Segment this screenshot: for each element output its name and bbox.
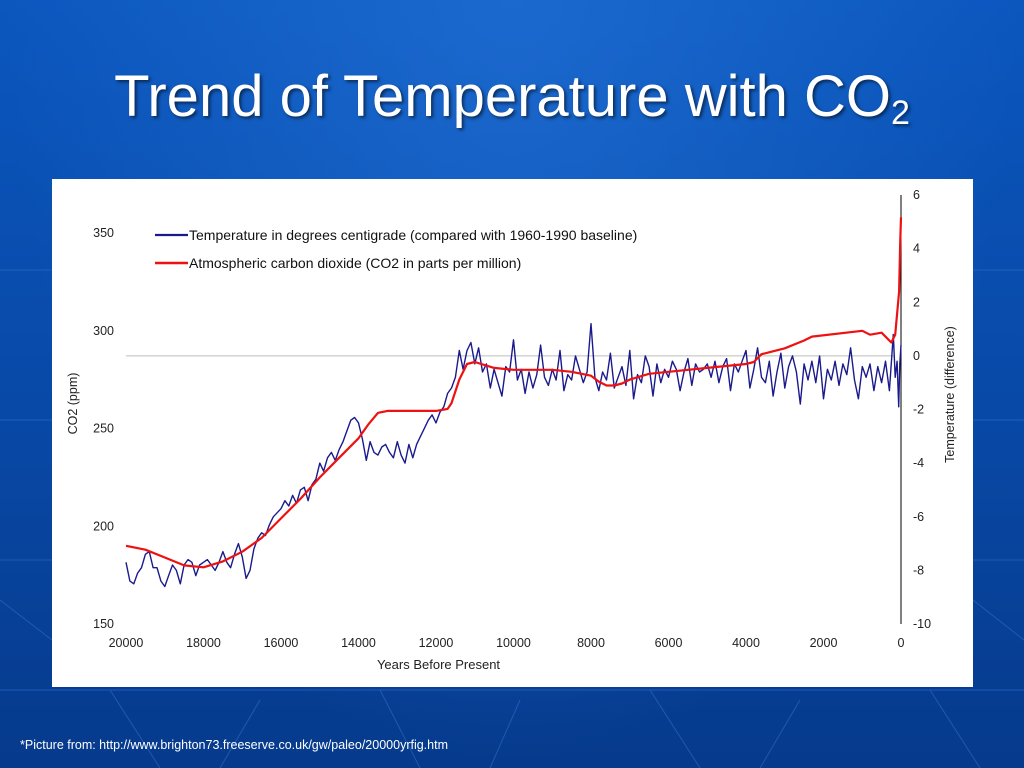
slide-title-text: Trend of Temperature with CO <box>114 64 891 129</box>
x-tick-label: 10000 <box>496 636 531 650</box>
y-right-axis-title: Temperature (difference) <box>943 326 957 463</box>
y-left-tick-label: 300 <box>93 324 114 338</box>
x-tick-label: 20000 <box>109 636 144 650</box>
legend-label: Temperature in degrees centigrade (compa… <box>189 227 637 243</box>
y-right-tick-label: 2 <box>913 295 920 309</box>
x-tick-label: 4000 <box>732 636 760 650</box>
y-left-tick-label: 350 <box>93 226 114 240</box>
y-right-tick-label: 4 <box>913 242 920 256</box>
y-right-tick-label: -10 <box>913 617 931 631</box>
co2-series-line <box>125 217 903 569</box>
x-tick-label: 6000 <box>655 636 683 650</box>
y-left-tick-label: 250 <box>93 422 114 436</box>
y-left-tick-label: 150 <box>93 617 114 631</box>
x-tick-label: 18000 <box>186 636 221 650</box>
y-right-tick-label: -2 <box>913 403 924 417</box>
temperature-co2-chart: 20000 18000 16000 14000 12000 10000 8000 6000 40… <box>66 188 957 672</box>
x-tick-label: 8000 <box>577 636 605 650</box>
y-left-tick-label: 200 <box>93 519 114 533</box>
slide-title-subscript: 2 <box>890 94 910 132</box>
y-right-tick-label: 0 <box>913 349 920 363</box>
y-right-tick-label: 6 <box>913 188 920 202</box>
x-tick-label: 12000 <box>419 636 454 650</box>
x-axis-title: Years Before Present <box>377 657 500 672</box>
y-right-tick-label: -6 <box>913 510 924 524</box>
legend-label: Atmospheric carbon dioxide (CO2 in parts… <box>189 255 521 271</box>
y-left-axis-title: CO2 (ppm) <box>66 373 80 435</box>
y-right-tick-label: -4 <box>913 456 924 470</box>
x-tick-label: 2000 <box>810 636 838 650</box>
slide-title: Trend of Temperature with CO2 <box>0 62 1024 148</box>
temperature-series-line <box>125 323 902 588</box>
x-tick-label: 16000 <box>264 636 299 650</box>
source-footnote: *Picture from: http://www.brighton73.fre… <box>20 738 448 752</box>
x-tick-label: 0 <box>898 636 905 650</box>
x-tick-label: 14000 <box>341 636 376 650</box>
y-right-tick-label: -8 <box>913 563 924 577</box>
chart-panel: 20000 18000 16000 14000 12000 10000 8000 6000 40… <box>52 179 973 687</box>
